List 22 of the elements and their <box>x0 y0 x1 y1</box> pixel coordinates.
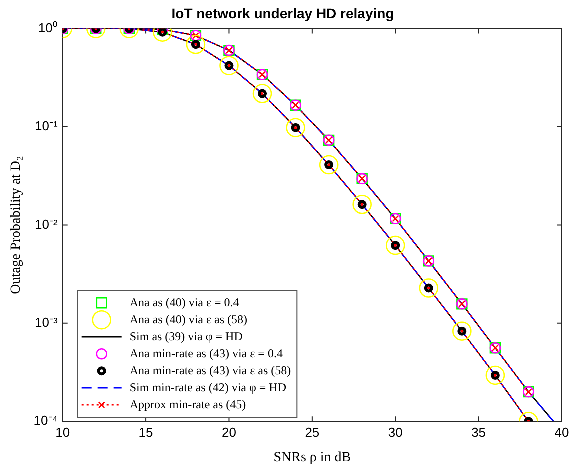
chart-title: IoT network underlay HD relaying <box>172 5 394 22</box>
legend-label: Sim as (39) via φ = HD <box>130 329 244 344</box>
x-tick-label: 20 <box>222 424 236 440</box>
y-tick-label: 10⁻³ <box>35 314 59 330</box>
legend-label: Ana as (40) via ε as (58) <box>130 312 248 326</box>
legend-label: Ana min-rate as (43) via ε = 0.4 <box>130 346 283 360</box>
y-axis-title: Outage Probability at D₂ <box>9 156 24 294</box>
x-tick-label: 35 <box>472 424 486 440</box>
x-tick-label: 30 <box>388 424 403 440</box>
x-axis-title: SNRs ρ in dB <box>274 450 352 466</box>
legend-label: Ana min-rate as (43) via ε as (58) <box>130 363 292 378</box>
x-tick-label: 25 <box>305 424 320 440</box>
x-tick-label: 40 <box>554 424 570 440</box>
y-tick-label: 10⁻⁴ <box>34 413 58 428</box>
y-tick-label: 10⁻² <box>35 216 59 232</box>
legend-label: Ana as (40) via ε = 0.4 <box>130 295 240 310</box>
y-tick-label: 10⁰ <box>38 20 58 36</box>
legend-label: Sim min-rate as (42) via φ = HD <box>130 380 287 394</box>
x-tick-label: 15 <box>138 424 154 440</box>
y-tick-label: 10⁻¹ <box>35 118 59 134</box>
x-tick-label: 10 <box>56 424 70 440</box>
legend-label: Approx min-rate as (45) <box>130 397 246 412</box>
